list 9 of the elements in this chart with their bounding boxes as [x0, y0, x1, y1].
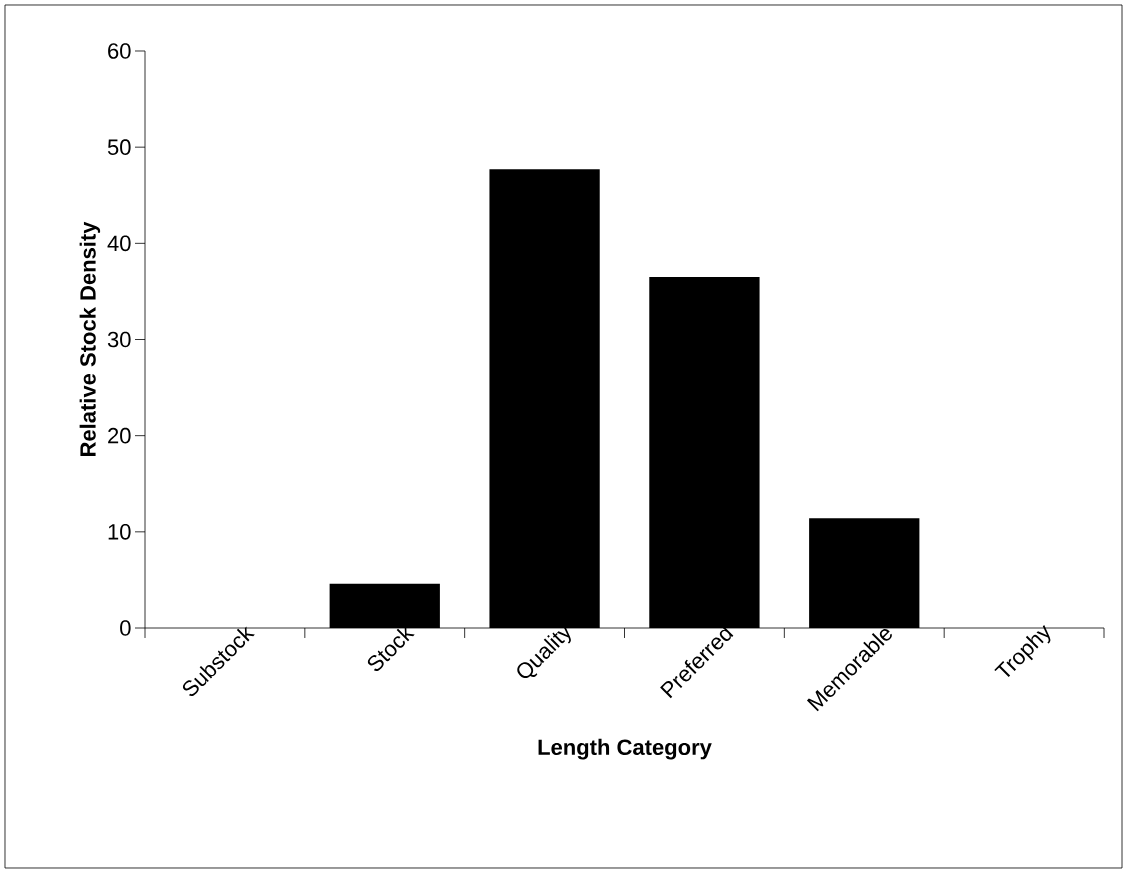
x-axis-title: Length Category	[538, 738, 712, 760]
y-tick-label: 20	[108, 427, 131, 444]
y-tick-label: 10	[108, 524, 131, 540]
y-tick-label: 40	[107, 235, 131, 252]
y-tick-label: 60	[108, 43, 131, 59]
y-tick-label: 30	[107, 331, 131, 348]
y-tick-label: 0	[120, 620, 131, 636]
y-axis-title: Relative Stock Density	[79, 221, 101, 457]
y-tick-label: 50	[107, 139, 131, 155]
